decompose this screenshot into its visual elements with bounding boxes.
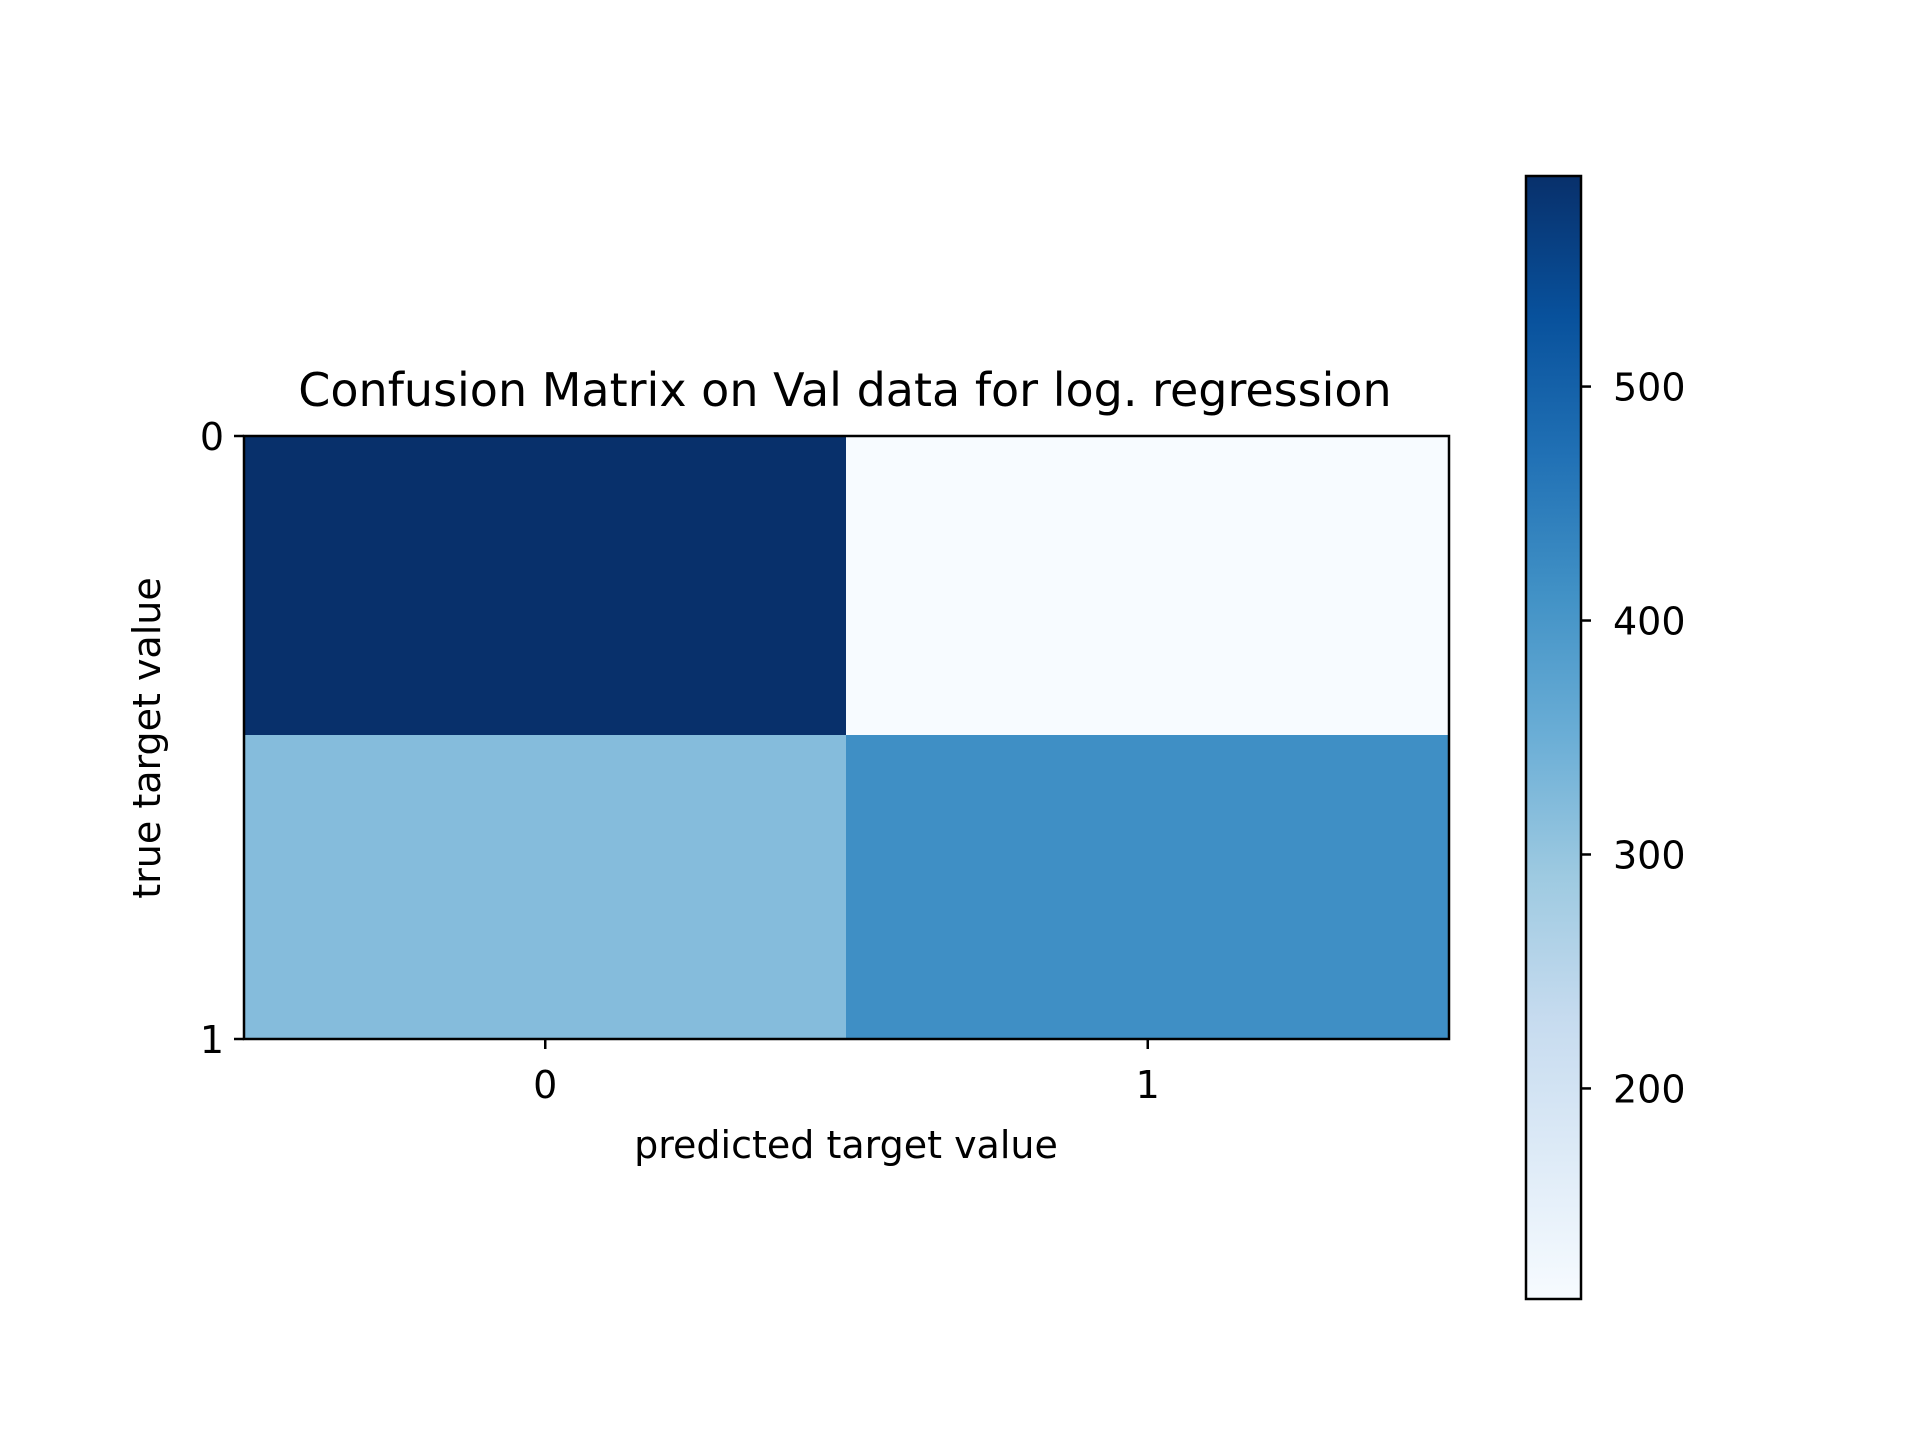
- y-tick-label-0: 0: [200, 415, 224, 459]
- colorbar-tick-label-200: 200: [1613, 1067, 1686, 1111]
- colorbar: [1524, 174, 1583, 1301]
- cell-0-1: [846, 436, 1449, 735]
- heatmap-cells: [244, 436, 1449, 1039]
- x-tick-label-0: 0: [533, 1063, 557, 1107]
- y-axis-label: true target value: [125, 577, 169, 898]
- x-tick-label-1: 1: [1136, 1063, 1160, 1107]
- colorbar-tick-label-400: 400: [1613, 600, 1686, 644]
- cell-0-0: [244, 436, 846, 735]
- y-axis-ticks: 01: [200, 415, 244, 1062]
- cell-1-1: [846, 735, 1449, 1039]
- x-axis-label: predicted target value: [634, 1123, 1058, 1167]
- cell-1-0: [244, 735, 846, 1039]
- plot-frame: [242, 434, 1451, 1041]
- colorbar-ticks: 200 300 400 500: [1581, 366, 1686, 1111]
- y-tick-label-1: 1: [200, 1018, 224, 1062]
- colorbar-tick-label-500: 500: [1613, 366, 1686, 410]
- chart-title: Confusion Matrix on Val data for log. re…: [298, 363, 1391, 417]
- colorbar-tick-label-300: 300: [1613, 833, 1686, 877]
